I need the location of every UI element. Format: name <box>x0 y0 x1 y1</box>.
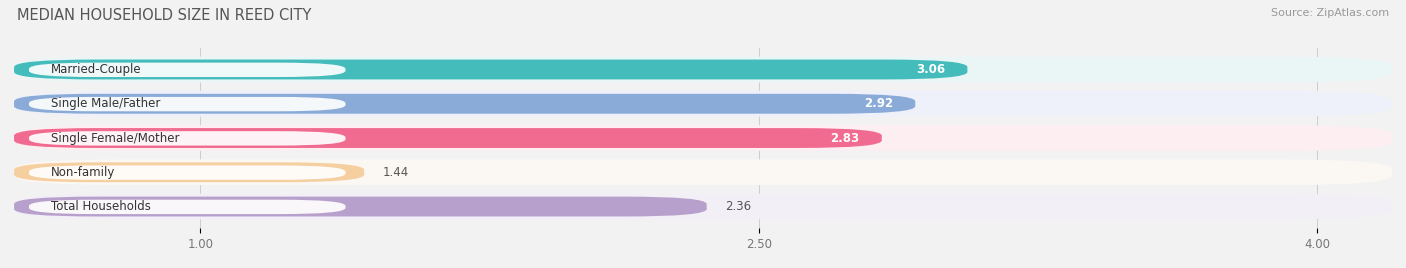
FancyBboxPatch shape <box>14 194 1392 219</box>
Text: Single Male/Father: Single Male/Father <box>51 97 160 110</box>
FancyBboxPatch shape <box>30 165 346 180</box>
FancyBboxPatch shape <box>14 162 364 182</box>
Text: 2.36: 2.36 <box>725 200 751 213</box>
FancyBboxPatch shape <box>14 128 882 148</box>
FancyBboxPatch shape <box>30 131 346 146</box>
Text: Non-family: Non-family <box>51 166 115 179</box>
Text: 1.44: 1.44 <box>382 166 409 179</box>
Text: Married-Couple: Married-Couple <box>51 63 142 76</box>
FancyBboxPatch shape <box>30 63 346 77</box>
Text: Total Households: Total Households <box>51 200 152 213</box>
FancyBboxPatch shape <box>14 57 1392 82</box>
Text: Source: ZipAtlas.com: Source: ZipAtlas.com <box>1271 8 1389 18</box>
FancyBboxPatch shape <box>14 59 967 79</box>
Text: MEDIAN HOUSEHOLD SIZE IN REED CITY: MEDIAN HOUSEHOLD SIZE IN REED CITY <box>17 8 311 23</box>
FancyBboxPatch shape <box>14 125 1392 151</box>
FancyBboxPatch shape <box>30 200 346 214</box>
FancyBboxPatch shape <box>14 94 915 114</box>
Text: 2.92: 2.92 <box>863 97 893 110</box>
Text: 3.06: 3.06 <box>915 63 945 76</box>
FancyBboxPatch shape <box>14 91 1392 117</box>
Text: 2.83: 2.83 <box>831 132 859 144</box>
FancyBboxPatch shape <box>14 197 707 217</box>
Text: Single Female/Mother: Single Female/Mother <box>51 132 180 144</box>
FancyBboxPatch shape <box>14 159 1392 185</box>
FancyBboxPatch shape <box>30 97 346 111</box>
